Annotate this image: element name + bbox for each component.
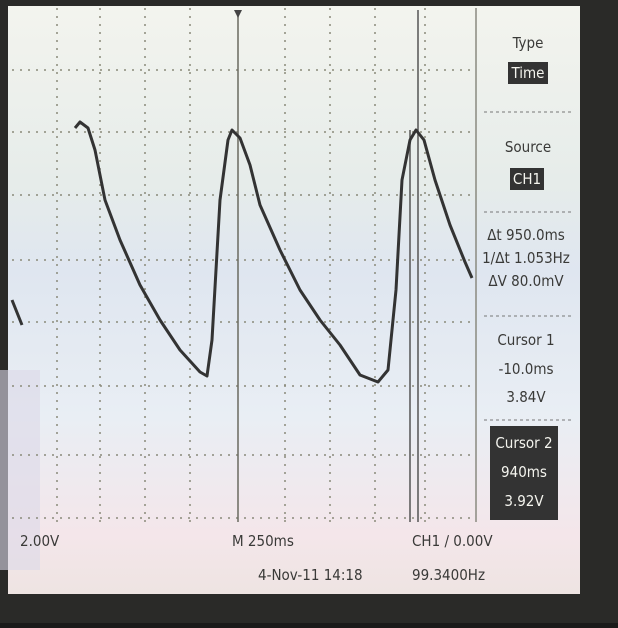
- cursor-voltage: 3.92V: [504, 492, 544, 510]
- waveform: [10, 120, 474, 384]
- trigger: CH1 ∕ 0.00V: [412, 532, 493, 550]
- menu-value: CH1: [513, 170, 541, 188]
- cursor-label: Cursor 2: [495, 434, 552, 452]
- graticule: [12, 8, 476, 522]
- timebase: M 250ms: [232, 532, 294, 550]
- menu-value: Time: [511, 64, 545, 82]
- glare: [0, 370, 40, 570]
- screen: [8, 6, 580, 594]
- measurement: ΔV 80.0mV: [488, 272, 564, 290]
- trigger-marker: [234, 10, 242, 18]
- side-menu: Type Time Source CH1 Δt 950.0ms 1/Δt 1.0…: [482, 34, 572, 520]
- cursor-time: -10.0ms: [498, 360, 553, 378]
- ch1-scale: 2.00V: [20, 532, 60, 550]
- date: 4-Nov-11 14:18: [258, 566, 363, 584]
- frequency: 99.3400Hz: [412, 566, 485, 584]
- highlight: [490, 426, 558, 520]
- cursor-voltage: 3.84V: [506, 388, 546, 406]
- cursor-time: 940ms: [501, 463, 547, 481]
- cursor-label: Cursor 1: [497, 331, 554, 349]
- menu-label: Source: [505, 138, 551, 156]
- highlight: [510, 168, 544, 190]
- menu-label: Type: [512, 34, 544, 52]
- measurement: Δt 950.0ms: [487, 226, 565, 244]
- measurement: 1/Δt 1.053Hz: [482, 249, 570, 267]
- highlight: [508, 62, 548, 84]
